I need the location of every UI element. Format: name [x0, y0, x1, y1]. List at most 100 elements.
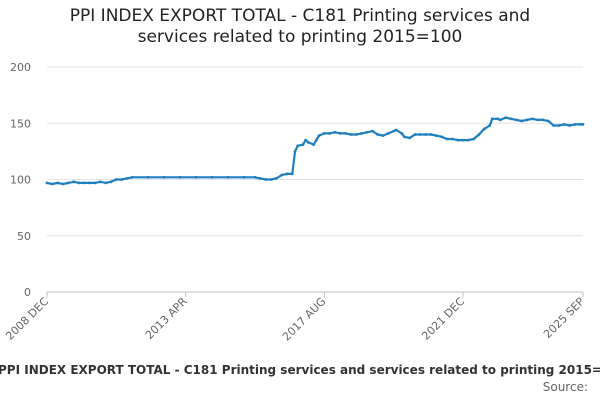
data-point[interactable] [72, 180, 76, 184]
data-point[interactable] [274, 177, 278, 180]
data-point[interactable] [301, 143, 305, 147]
data-point[interactable] [104, 181, 108, 185]
data-point[interactable] [285, 172, 289, 176]
data-point[interactable] [293, 150, 297, 153]
data-point[interactable] [77, 181, 81, 185]
data-point[interactable] [98, 180, 102, 184]
data-point[interactable] [504, 116, 508, 119]
data-point[interactable] [365, 130, 369, 134]
data-point[interactable] [514, 118, 518, 122]
data-point[interactable] [242, 175, 246, 179]
data-point[interactable] [392, 129, 396, 133]
data-point[interactable] [226, 175, 230, 179]
data-point[interactable] [509, 117, 513, 121]
data-point[interactable] [45, 181, 49, 185]
data-point[interactable] [56, 181, 60, 185]
data-point[interactable] [125, 177, 129, 180]
data-point[interactable] [253, 175, 257, 179]
data-point[interactable] [578, 123, 582, 126]
data-point[interactable] [413, 133, 417, 136]
data-point[interactable] [477, 133, 481, 136]
data-point[interactable] [130, 175, 134, 179]
data-point[interactable] [88, 181, 92, 185]
data-point[interactable] [82, 181, 86, 185]
data-point[interactable] [93, 181, 97, 185]
data-point[interactable] [541, 118, 545, 122]
data-point[interactable] [280, 173, 284, 177]
data-point[interactable] [349, 133, 353, 136]
data-point[interactable] [290, 172, 294, 176]
data-point[interactable] [328, 132, 332, 135]
data-point[interactable] [322, 132, 326, 135]
data-point[interactable] [381, 134, 385, 138]
data-point[interactable] [434, 134, 438, 138]
data-point[interactable] [472, 137, 476, 141]
data-point[interactable] [360, 132, 364, 135]
data-point[interactable] [418, 133, 422, 136]
data-point[interactable] [109, 180, 113, 184]
data-point[interactable] [440, 135, 444, 139]
data-point[interactable] [568, 124, 572, 127]
series-line-0[interactable] [45, 116, 585, 186]
data-point[interactable] [194, 175, 198, 179]
data-point[interactable] [552, 124, 556, 127]
data-point[interactable] [114, 178, 118, 181]
data-point[interactable] [333, 130, 337, 134]
data-point[interactable] [456, 138, 460, 142]
data-point[interactable] [429, 133, 433, 136]
data-point[interactable] [400, 132, 404, 135]
data-point[interactable] [354, 133, 358, 136]
x-tick-label: 2008 DEC [3, 295, 51, 343]
data-point[interactable] [304, 138, 308, 142]
data-point[interactable] [546, 119, 550, 123]
legend-series-label[interactable]: PPI INDEX EXPORT TOTAL - C181 Printing s… [0, 363, 600, 377]
data-point[interactable] [557, 124, 561, 127]
y-tick-label: 50 [17, 230, 31, 243]
data-point[interactable] [581, 123, 585, 126]
data-point[interactable] [210, 175, 214, 179]
data-point[interactable] [376, 133, 380, 136]
data-point[interactable] [402, 135, 406, 139]
data-point[interactable] [146, 175, 150, 179]
data-point[interactable] [306, 141, 310, 144]
data-point[interactable] [461, 138, 465, 142]
axes [46, 291, 584, 297]
data-point[interactable] [573, 123, 577, 126]
data-point[interactable] [338, 132, 342, 135]
data-point[interactable] [386, 132, 390, 135]
data-point[interactable] [317, 134, 321, 138]
data-point[interactable] [525, 118, 529, 122]
data-point[interactable] [120, 178, 124, 181]
data-point[interactable] [269, 178, 273, 181]
data-point[interactable] [344, 132, 348, 135]
data-point[interactable] [296, 144, 300, 148]
data-point[interactable] [490, 117, 494, 121]
data-point[interactable] [424, 133, 428, 136]
data-point[interactable] [488, 124, 492, 127]
tick-labels: 0 50 100 150 200 2008 DEC 2013 APR 2017 AUG 2021… [3, 61, 587, 343]
data-point[interactable] [312, 143, 316, 147]
data-point[interactable] [66, 181, 70, 185]
data-point[interactable] [50, 182, 54, 186]
data-point[interactable] [61, 182, 65, 186]
source-credit: Source: [542, 380, 588, 394]
data-point[interactable] [450, 137, 454, 141]
data-point[interactable] [394, 128, 398, 132]
data-point[interactable] [178, 175, 182, 179]
data-point[interactable] [530, 117, 534, 121]
data-point[interactable] [466, 138, 470, 142]
data-point[interactable] [258, 177, 262, 180]
data-point[interactable] [520, 119, 524, 123]
data-point[interactable] [496, 117, 500, 121]
data-point[interactable] [162, 175, 166, 179]
data-point[interactable] [314, 138, 318, 142]
data-point[interactable] [408, 136, 412, 140]
data-point[interactable] [264, 178, 268, 181]
gridlines [47, 66, 583, 237]
data-point[interactable] [482, 127, 486, 131]
data-point[interactable] [536, 118, 540, 122]
data-point[interactable] [562, 123, 566, 126]
data-point[interactable] [370, 129, 374, 133]
data-point[interactable] [498, 118, 502, 122]
data-point[interactable] [445, 137, 449, 141]
